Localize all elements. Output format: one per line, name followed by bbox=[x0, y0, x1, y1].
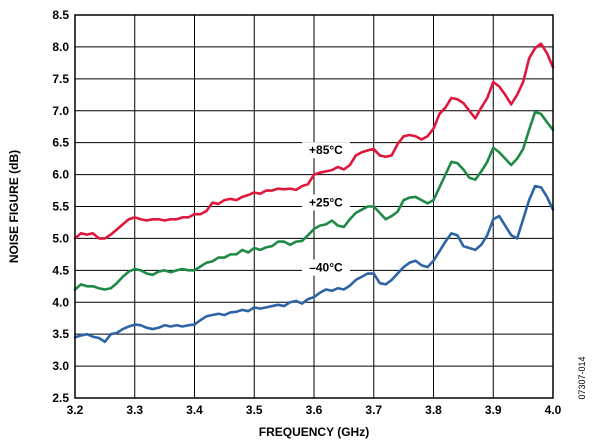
series-line-1 bbox=[73, 110, 555, 291]
x-tick-label: 3.2 bbox=[67, 403, 84, 417]
y-axis-title: NOISE FIGURE (dB) bbox=[7, 150, 21, 263]
figure-id: 07307-014 bbox=[577, 356, 587, 399]
y-tick-label: 6.5 bbox=[52, 136, 69, 150]
x-tick-label: 3.9 bbox=[485, 403, 502, 417]
y-tick-label: 5.5 bbox=[52, 200, 69, 214]
y-tick-label: 6.0 bbox=[52, 168, 69, 182]
series-label: –40°C bbox=[309, 261, 343, 275]
series-label-bg bbox=[301, 194, 350, 211]
x-tick-label: 3.6 bbox=[306, 403, 323, 417]
y-tick-label: 7.0 bbox=[52, 104, 69, 118]
y-tick-label: 7.5 bbox=[52, 72, 69, 86]
y-tick-label: 3.5 bbox=[52, 327, 69, 341]
y-tick-label: 4.5 bbox=[52, 263, 69, 277]
series-label: +25°C bbox=[309, 196, 343, 210]
series-line-0 bbox=[73, 42, 555, 240]
x-tick-labels: 3.2 3.3 3.4 3.5 3.6 3.7 3.8 3.9 4.0 bbox=[67, 403, 562, 417]
series-line-2 bbox=[73, 184, 555, 344]
x-tick-label: 3.4 bbox=[186, 403, 203, 417]
x-axis-title: FREQUENCY (GHz) bbox=[259, 425, 369, 439]
series-labels: +85°C +25°C –40°C bbox=[301, 142, 350, 276]
series-label: +85°C bbox=[309, 143, 343, 157]
y-tick-label: 5.0 bbox=[52, 231, 69, 245]
series-layer bbox=[73, 42, 555, 344]
x-tick-label: 4.0 bbox=[545, 403, 562, 417]
y-tick-labels: 2.5 3.0 3.5 4.0 4.5 5.0 5.5 6.0 6.5 7.0 7.5 8.0 8.5 bbox=[52, 8, 69, 405]
y-tick-label: 4.0 bbox=[52, 295, 69, 309]
x-tick-label: 3.3 bbox=[126, 403, 143, 417]
y-tick-label: 3.0 bbox=[52, 359, 69, 373]
y-tick-label: 8.5 bbox=[52, 8, 69, 22]
x-tick-label: 3.7 bbox=[365, 403, 382, 417]
series-label-bg bbox=[301, 259, 350, 276]
x-tick-label: 3.8 bbox=[425, 403, 442, 417]
y-tick-label: 8.0 bbox=[52, 40, 69, 54]
x-tick-label: 3.5 bbox=[246, 403, 263, 417]
series-label-bg bbox=[301, 142, 350, 159]
plot-border bbox=[74, 14, 554, 399]
y-tick-label: 2.5 bbox=[52, 391, 69, 405]
